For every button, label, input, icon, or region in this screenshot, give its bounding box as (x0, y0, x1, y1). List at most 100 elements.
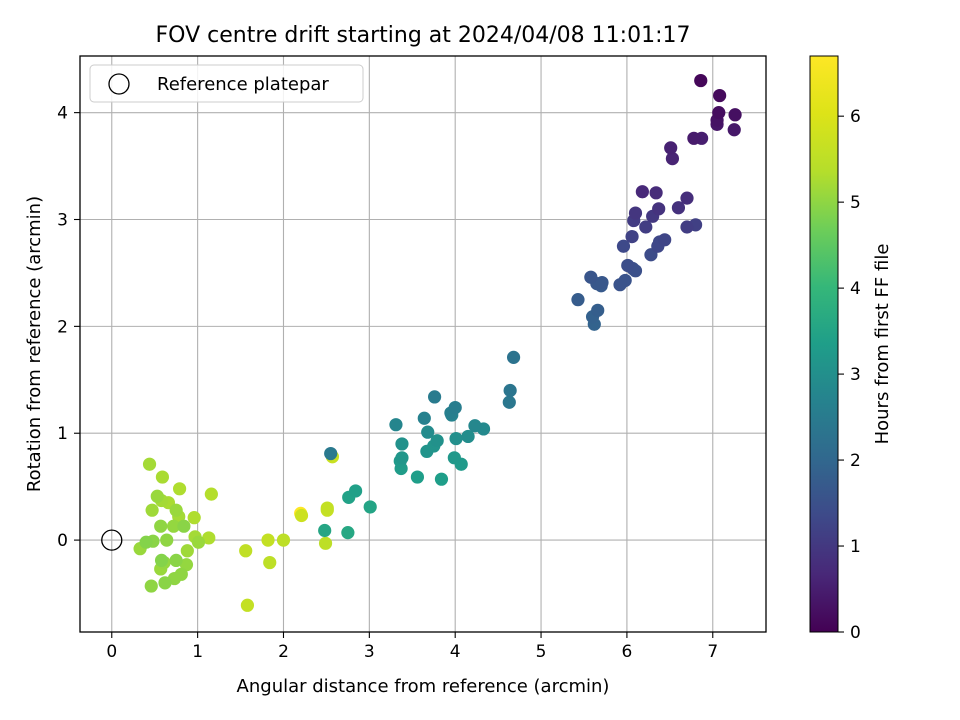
scatter-point (595, 275, 609, 290)
scatter-point (169, 503, 183, 517)
scatter-point (448, 400, 462, 415)
reference-platepar-marker (101, 529, 123, 551)
y-tick-label: 2 (57, 317, 68, 337)
colorbar-tick-label: 2 (850, 451, 861, 471)
colorbar-tick-label: 6 (850, 107, 861, 127)
scatter-point (625, 230, 639, 244)
scatter-point (680, 191, 694, 205)
x-tick-label: 6 (621, 642, 632, 662)
scatter-point (155, 470, 170, 484)
scatter-point (389, 418, 403, 432)
legend-entry-reference: Reference platepar (157, 74, 329, 95)
x-tick-label: 3 (364, 642, 375, 662)
x-axis-ticks: 0 1 2 3 4 5 6 7 (106, 632, 718, 662)
scatter-point (144, 579, 158, 593)
scatter-point (154, 553, 169, 568)
scatter-point (142, 457, 157, 471)
scatter-point (318, 523, 332, 538)
scatter-point (166, 519, 181, 533)
scatter-point (680, 220, 694, 234)
legend: Reference platepar (89, 64, 364, 103)
scatter-point (671, 201, 686, 215)
scatter-point (172, 482, 187, 496)
colorbar-gradient (809, 55, 839, 633)
colorbar-tick-label: 3 (850, 365, 861, 385)
scatter-point (191, 535, 206, 549)
scatter-point (154, 519, 168, 533)
x-tick-label: 1 (192, 642, 203, 662)
plot-area-frame (79, 55, 767, 633)
scatter-point (263, 555, 277, 570)
scatter-point (639, 220, 653, 234)
legend-box (89, 64, 364, 103)
scatter-point (318, 536, 333, 550)
y-tick-label: 3 (57, 211, 68, 231)
scatter-point (320, 501, 334, 515)
scatter-point (349, 484, 363, 498)
scatter-point (694, 73, 708, 88)
scatter-point (591, 303, 605, 317)
scatter-point (652, 202, 666, 216)
scatter-point (502, 395, 516, 409)
scatter-point (145, 503, 159, 517)
scatter-point (571, 293, 585, 307)
scatter-point (616, 239, 631, 253)
y-tick-label: 1 (57, 424, 68, 444)
scatter-point (139, 535, 153, 549)
colorbar-tick-label: 4 (850, 279, 861, 299)
x-tick-label: 0 (106, 642, 117, 662)
scatter-point (395, 451, 409, 465)
scatter-point (294, 508, 309, 523)
scatter-point (158, 576, 172, 590)
scatter-point (187, 511, 201, 525)
scatter-point (658, 233, 672, 247)
scatter-point (417, 411, 431, 425)
x-tick-label: 7 (707, 642, 718, 662)
scatter-point (420, 444, 434, 458)
colorbar-label: Hours from first FF file (872, 244, 893, 445)
reference-marker-layer (101, 529, 123, 551)
scatter-point (687, 131, 701, 145)
scatter-point (664, 141, 678, 155)
colorbar-tick-label: 1 (850, 537, 861, 557)
scatter-point (635, 185, 649, 199)
x-tick-label: 4 (450, 642, 461, 662)
scatter-point (239, 544, 253, 558)
colorbar-tick-label: 0 (850, 623, 861, 643)
scatter-point (584, 270, 598, 284)
scatter-point (506, 350, 521, 364)
scatter-point (468, 419, 482, 433)
legend-marker-icon (108, 73, 130, 95)
y-axis-ticks: 0 1 2 3 4 (57, 104, 80, 551)
colorbar: 0 1 2 3 4 5 6 Hours from first FF file (809, 55, 893, 643)
colorbar-tick-label: 5 (850, 193, 861, 213)
scatter-point (180, 544, 194, 558)
scatter-point (169, 553, 183, 568)
scatter-point (363, 500, 377, 514)
x-tick-label: 2 (278, 642, 289, 662)
x-tick-label: 5 (536, 642, 547, 662)
scatter-point (410, 470, 425, 484)
scatter-point (150, 489, 164, 503)
scatter-point (341, 526, 355, 540)
scatter-point (449, 431, 463, 446)
scatter-point (713, 88, 727, 103)
scatter-point (613, 278, 627, 292)
scatter-point (728, 108, 742, 122)
data-points (133, 73, 742, 612)
scatter-point (430, 434, 444, 448)
scatter-point (649, 186, 663, 200)
scatter-point (204, 487, 218, 501)
chart-title: FOV centre drift starting at 2024/04/08 … (156, 23, 691, 48)
colorbar-ticks: 0 1 2 3 4 5 6 (838, 107, 861, 643)
y-tick-label: 4 (57, 104, 68, 124)
scatter-point (177, 519, 191, 533)
scatter-point (202, 531, 216, 545)
scatter-point (712, 106, 726, 120)
scatter-point (447, 451, 461, 465)
scatter-point (276, 533, 291, 547)
scatter-point (665, 151, 680, 166)
scatter-point (240, 598, 255, 612)
scatter-point (621, 258, 635, 273)
